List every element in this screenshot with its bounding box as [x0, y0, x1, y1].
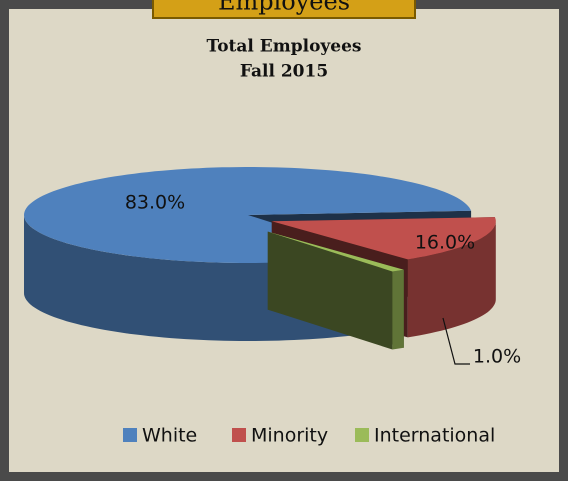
- slice-top: [271, 217, 496, 260]
- header-tab: [152, 0, 416, 19]
- slice-wall: [407, 221, 496, 338]
- slice-top: [24, 167, 472, 263]
- legend-swatch: [232, 428, 246, 442]
- data-label: 1.0%: [473, 346, 521, 368]
- legend-label: International: [374, 425, 495, 447]
- chart-subtitle: Fall 2015: [240, 62, 328, 82]
- chart-title: Total Employees: [207, 37, 362, 57]
- leader-line: [442, 317, 470, 365]
- pie-slice: [267, 231, 404, 350]
- header-title: Employees: [218, 0, 350, 16]
- legend-label: White: [142, 425, 197, 447]
- legend-swatch: [123, 428, 137, 442]
- slice-wall: [392, 269, 404, 350]
- slice-top: [267, 231, 404, 272]
- legend-swatch: [355, 428, 369, 442]
- legend-label: Minority: [251, 425, 328, 447]
- data-label: 83.0%: [125, 192, 185, 214]
- slice-side: [267, 231, 393, 350]
- data-label: 16.0%: [415, 232, 475, 254]
